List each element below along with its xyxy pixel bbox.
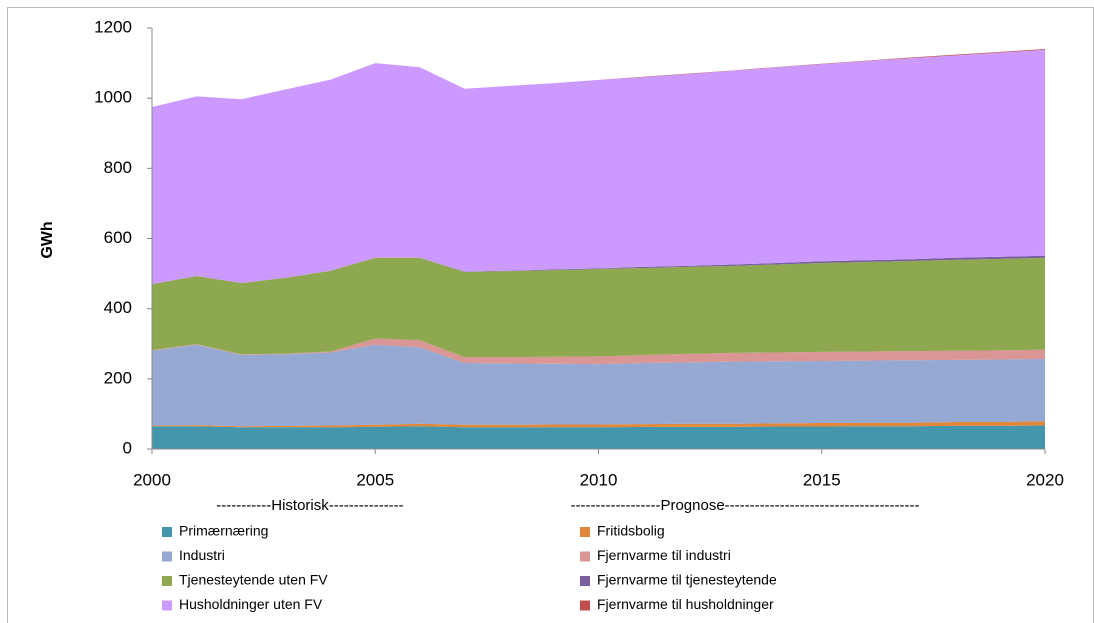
x-tick-label: 2005 <box>356 470 394 489</box>
legend-swatch <box>580 576 590 586</box>
legend-label: Fjernvarme til industri <box>597 547 731 563</box>
legend-label: Fritidsbolig <box>597 523 665 539</box>
area <box>152 49 1045 285</box>
y-tick-label: 0 <box>123 438 132 457</box>
legend-label: Industri <box>179 547 225 563</box>
area <box>152 49 1045 107</box>
x-tick-label: 2000 <box>133 470 171 489</box>
legend-swatch <box>580 551 590 562</box>
y-tick-label: 1000 <box>94 88 132 107</box>
x-tick-label: 2015 <box>803 470 841 489</box>
y-tick-label: 800 <box>104 158 132 177</box>
x-tick-label: 2010 <box>580 470 618 489</box>
y-tick-label: 400 <box>104 298 132 317</box>
legend-label: Primærnæring <box>179 523 268 539</box>
y-axis-label: GWh <box>39 221 56 258</box>
area <box>152 255 1045 285</box>
legend-swatch <box>580 527 590 537</box>
legend-swatch <box>162 600 172 611</box>
legend-label: Fjernvarme til tjenesteytende <box>597 572 777 588</box>
legend-swatch <box>162 576 172 586</box>
legend-label: Fjernvarme til husholdninger <box>597 596 774 612</box>
area <box>152 425 1045 449</box>
annotation: ------------------Prognose--------------… <box>571 497 920 514</box>
area <box>152 257 1045 358</box>
area <box>152 421 1045 428</box>
y-tick-label: 600 <box>104 228 132 247</box>
y-tick-label: 200 <box>104 368 132 387</box>
annotation: -----------Historisk--------------- <box>216 497 403 514</box>
y-tick-label: 1200 <box>94 17 132 36</box>
legend-label: Husholdninger uten FV <box>179 596 323 612</box>
legend-swatch <box>580 600 590 611</box>
x-tick-label: 2020 <box>1026 470 1064 489</box>
legend-label: Tjenesteytende uten FV <box>179 572 328 588</box>
area <box>152 344 1045 427</box>
legend-swatch <box>162 527 172 537</box>
legend-swatch <box>162 551 172 562</box>
area <box>152 338 1045 365</box>
